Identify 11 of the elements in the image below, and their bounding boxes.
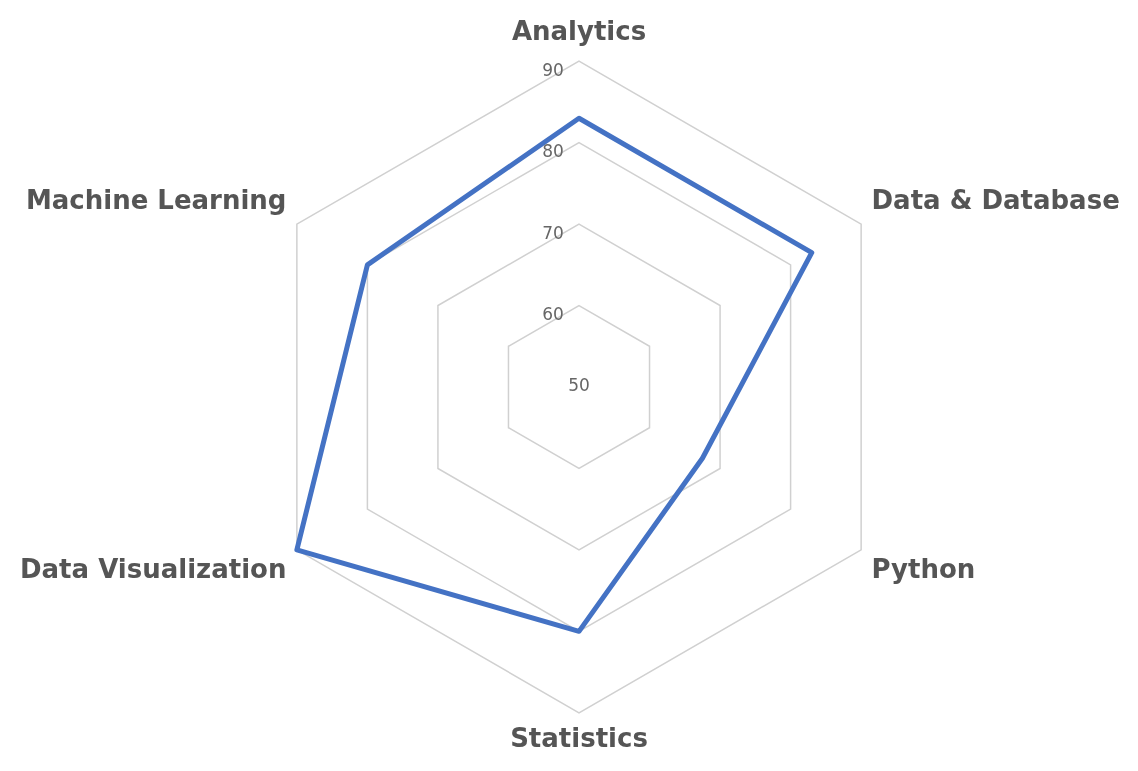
- y-tick-label: 90: [542, 59, 564, 80]
- y-tick-label: 80: [542, 141, 564, 162]
- spoke-label: Statistics: [510, 723, 648, 754]
- y-tick-label: 70: [542, 222, 564, 243]
- spoke-label: Python: [871, 554, 976, 585]
- y-tick-label: 60: [542, 303, 564, 324]
- spoke-label: Data & Database: [871, 185, 1120, 216]
- spoke-label: Data Visualization: [19, 554, 287, 585]
- y-tick-label: 50: [568, 375, 590, 396]
- spoke-label: Machine Learning: [25, 185, 287, 216]
- spoke-label: Analytics: [511, 16, 647, 47]
